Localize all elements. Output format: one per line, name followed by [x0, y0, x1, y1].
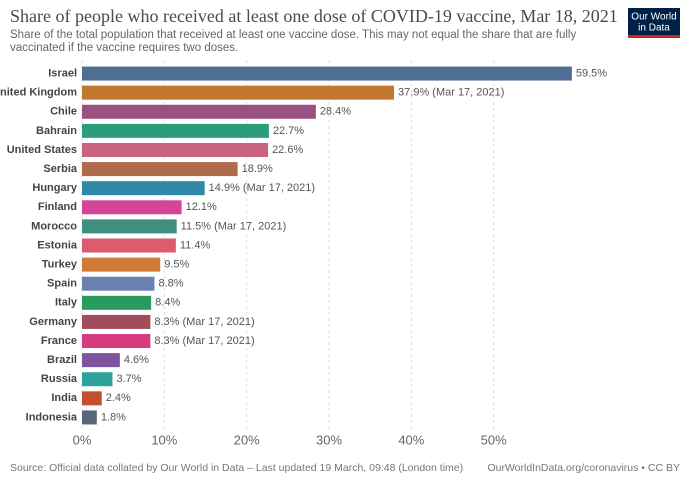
category-label: France: [41, 335, 77, 347]
bar: [82, 181, 205, 196]
bar: [82, 334, 151, 349]
x-tick-label: 50%: [481, 432, 507, 447]
category-label: Russia: [41, 373, 78, 385]
value-label: 8.3% (Mar 17, 2021): [154, 335, 254, 347]
bar: [82, 66, 572, 81]
category-label: Germany: [29, 316, 78, 328]
bar: [82, 276, 155, 291]
value-label: 8.3% (Mar 17, 2021): [154, 316, 254, 328]
value-label: 11.4%: [180, 239, 211, 251]
bar: [82, 238, 176, 253]
category-label: Chile: [50, 106, 77, 118]
value-label: 11.5% (Mar 17, 2021): [181, 220, 287, 232]
credit: OurWorldInData.org/coronavirus • CC BY: [487, 462, 680, 474]
category-label: Italy: [55, 297, 78, 309]
bar: [82, 142, 269, 157]
value-label: 1.8%: [101, 411, 126, 423]
category-label: Estonia: [37, 239, 78, 251]
value-label: 59.5%: [576, 67, 607, 79]
logo-text: in Data: [638, 23, 670, 34]
category-label: Israel: [48, 67, 77, 79]
value-label: 12.1%: [186, 201, 217, 213]
category-label: Finland: [38, 201, 77, 213]
value-label: 3.7%: [116, 373, 141, 385]
value-label: 28.4%: [320, 106, 351, 118]
category-label: Bahrain: [36, 125, 77, 137]
bar: [82, 314, 151, 329]
logo-text: Our World: [631, 12, 676, 23]
bar: [82, 353, 120, 368]
chart-subtitle: Share of the total population that recei…: [10, 29, 577, 54]
bar: [82, 104, 316, 119]
category-label: United Kingdom: [0, 87, 77, 99]
category-label: United States: [7, 144, 77, 156]
value-label: 22.7%: [273, 125, 304, 137]
category-label: Serbia: [43, 163, 78, 175]
bar: [82, 162, 238, 177]
bar: [82, 123, 269, 138]
x-tick-label: 0%: [73, 432, 92, 447]
bar: [82, 372, 113, 387]
bar: [82, 410, 97, 425]
bar: [82, 257, 161, 272]
value-label: 9.5%: [164, 259, 189, 271]
value-label: 37.9% (Mar 17, 2021): [398, 87, 504, 99]
value-label: 18.9%: [242, 163, 273, 175]
x-tick-label: 10%: [151, 432, 177, 447]
value-label: 8.8%: [158, 278, 183, 290]
bar: [82, 295, 152, 310]
value-label: 8.4%: [155, 297, 180, 309]
value-label: 4.6%: [124, 354, 149, 366]
category-label: Morocco: [31, 220, 77, 232]
value-label: 14.9% (Mar 17, 2021): [209, 182, 315, 194]
category-label: Indonesia: [26, 411, 78, 423]
category-label: Brazil: [47, 354, 77, 366]
bar: [82, 391, 102, 406]
bar: [82, 219, 177, 234]
category-label: Hungary: [32, 182, 78, 194]
x-tick-label: 30%: [316, 432, 342, 447]
chart-title: Share of people who received at least on…: [10, 6, 618, 26]
x-tick-label: 20%: [234, 432, 260, 447]
logo-stripe: [628, 35, 680, 38]
value-label: 2.4%: [106, 392, 131, 404]
source-note: Source: Official data collated by Our Wo…: [10, 462, 463, 474]
logo-box: [628, 8, 680, 38]
category-label: Spain: [47, 278, 77, 290]
bar: [82, 85, 395, 100]
category-label: India: [51, 392, 78, 404]
bar: [82, 200, 182, 215]
x-tick-label: 40%: [398, 432, 424, 447]
value-label: 22.6%: [272, 144, 303, 156]
category-label: Turkey: [42, 259, 78, 271]
